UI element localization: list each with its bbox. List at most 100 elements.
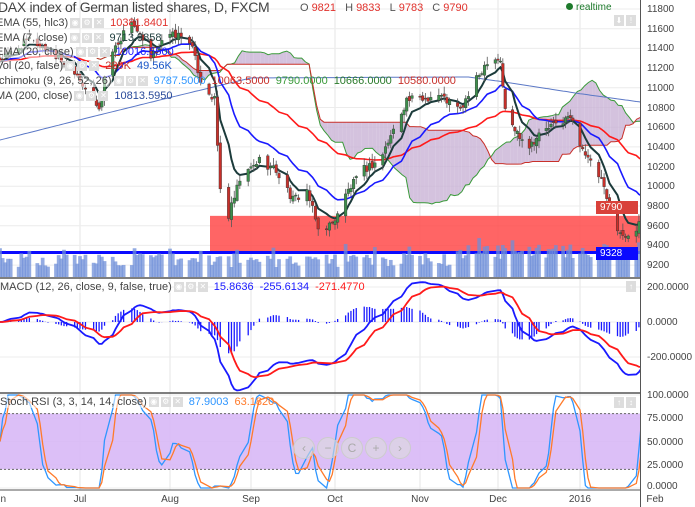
stoch-k-line	[0, 394, 645, 490]
volume-bar	[482, 246, 487, 277]
eye-icon[interactable]: ◉	[173, 282, 184, 292]
price-tick-label: 11400	[647, 43, 675, 55]
close-icon[interactable]: ✕	[89, 61, 100, 71]
eye-icon[interactable]: ◉	[148, 397, 159, 407]
legend-volume[interactable]: Vol (20, false) ◉ ⚙ ✕ 289K 49.56K	[0, 60, 172, 73]
volume-bar	[285, 258, 290, 277]
gear-icon[interactable]: ⚙	[82, 18, 93, 28]
scroll-left-button[interactable]: ‹	[293, 437, 315, 459]
stoch-tick-label: 25.0000	[647, 459, 684, 471]
stoch-tick-label: 0.0000	[647, 481, 678, 492]
candle-up	[493, 59, 497, 64]
candle-down	[578, 122, 582, 146]
cloud-segment	[439, 130, 444, 203]
volume-bar	[83, 254, 88, 277]
volume-bar	[423, 253, 428, 277]
candle-up	[130, 22, 134, 33]
scroll-right-button[interactable]: ›	[389, 437, 411, 459]
candle-up	[440, 95, 444, 97]
eye-icon[interactable]: ◉	[74, 91, 85, 101]
candle-up	[535, 138, 539, 147]
move-up-icon[interactable]: ↑	[626, 281, 636, 292]
zoom-in-button[interactable]: +	[365, 437, 387, 459]
cloud-segment	[346, 122, 351, 160]
close-icon[interactable]: ✕	[172, 397, 183, 407]
time-tick-label: Feb	[646, 494, 664, 505]
maximize-icon[interactable]: ↕	[626, 397, 636, 408]
volume-bar	[463, 255, 468, 277]
cloud-segment	[361, 122, 365, 152]
price-tick-label: 9600	[647, 220, 670, 232]
legend-ma200[interactable]: MA (200, close) ◉ ⚙ ✕ 10813.5950	[0, 90, 173, 103]
eye-icon[interactable]: ◉	[113, 76, 124, 86]
candle-up	[383, 146, 387, 154]
candle-down	[141, 34, 145, 41]
gear-icon[interactable]: ⚙	[77, 61, 88, 71]
stoch-tick-label: 50.0000	[647, 436, 684, 448]
candle-down	[311, 201, 315, 206]
gear-icon[interactable]: ⚙	[185, 282, 196, 292]
cloud-segment	[595, 83, 600, 146]
cloud-segment	[331, 122, 336, 143]
close-icon[interactable]: ✕	[98, 91, 109, 101]
reset-button[interactable]: C	[341, 437, 363, 459]
legend-macd[interactable]: MACD (12, 26, close, 9, false, true) ◉ ⚙ ✕ 1…	[0, 281, 365, 294]
eye-icon[interactable]: ◉	[69, 33, 80, 43]
legend-stoch-rsi[interactable]: Stoch RSI (3, 3, 14, 14, close) ◉ ⚙ ✕ 87.900…	[0, 396, 274, 409]
volume-bar	[580, 247, 585, 277]
volume-bar	[198, 250, 203, 277]
volume-bar	[566, 249, 570, 277]
candle-down	[597, 162, 601, 178]
cloud-segment	[324, 122, 328, 135]
volume-bar	[570, 257, 575, 277]
gear-icon[interactable]: ⚙	[81, 33, 92, 43]
volume-bar	[447, 264, 452, 277]
cloud-segment	[435, 130, 440, 203]
volume-bar	[54, 263, 58, 277]
volume-bar	[149, 255, 153, 277]
legend-ema20[interactable]: EMA (20, close) ◉ ⚙ ✕ 10016.5500	[0, 46, 174, 59]
volume-bar	[354, 256, 359, 277]
close-icon[interactable]: ✕	[197, 282, 208, 292]
zoom-out-button[interactable]: −	[317, 437, 339, 459]
close-icon[interactable]: ✕	[137, 76, 148, 86]
candle-down	[277, 173, 281, 179]
legend-ema7[interactable]: EMA (7, close) ◉ ⚙ ✕ 9713.9858	[0, 32, 162, 45]
candle-up	[485, 64, 489, 67]
close-icon[interactable]: ✕	[94, 18, 105, 28]
volume-bar	[442, 254, 447, 277]
eye-icon[interactable]: ◉	[75, 47, 86, 57]
candle-up	[119, 40, 123, 45]
exclamation-icon[interactable]: !	[626, 15, 636, 26]
close-icon[interactable]: ✕	[99, 47, 110, 57]
volume-bar	[62, 249, 66, 277]
high-label: H	[345, 2, 354, 14]
open-value: 9821	[311, 2, 337, 14]
volume-bar	[637, 242, 641, 277]
legend-value: 15.8636	[213, 281, 254, 293]
gear-icon[interactable]: ⚙	[86, 91, 97, 101]
gear-icon[interactable]: ⚙	[160, 397, 171, 407]
volume-bar	[59, 258, 64, 277]
move-up-icon[interactable]: ↑	[614, 397, 624, 408]
legend-ema55[interactable]: EMA (55, hlc3) ◉ ⚙ ✕ 10381.8401	[0, 17, 168, 30]
gear-icon[interactable]: ⚙	[125, 76, 136, 86]
volume-bar	[458, 249, 463, 277]
legend-ichimoku[interactable]: Ichimoku (9, 26, 52, 26) ◉ ⚙ ✕ 9787.5000 1006…	[0, 75, 456, 88]
volume-bar	[293, 262, 298, 277]
gear-icon[interactable]: ⚙	[87, 47, 98, 57]
volume-bar	[455, 251, 460, 277]
volume-bar	[477, 238, 482, 277]
volume-bar	[544, 257, 549, 277]
eye-icon[interactable]: ◉	[65, 61, 76, 71]
volume-bar	[237, 262, 242, 277]
volume-bar	[40, 257, 45, 277]
volume-bar	[634, 257, 639, 277]
eye-icon[interactable]: ◉	[70, 18, 81, 28]
volume-bar	[249, 257, 253, 277]
candle-down	[554, 119, 558, 124]
close-icon[interactable]: ✕	[93, 33, 104, 43]
candle-down	[458, 106, 462, 109]
arrow-down-icon[interactable]: ⬇	[614, 15, 624, 26]
